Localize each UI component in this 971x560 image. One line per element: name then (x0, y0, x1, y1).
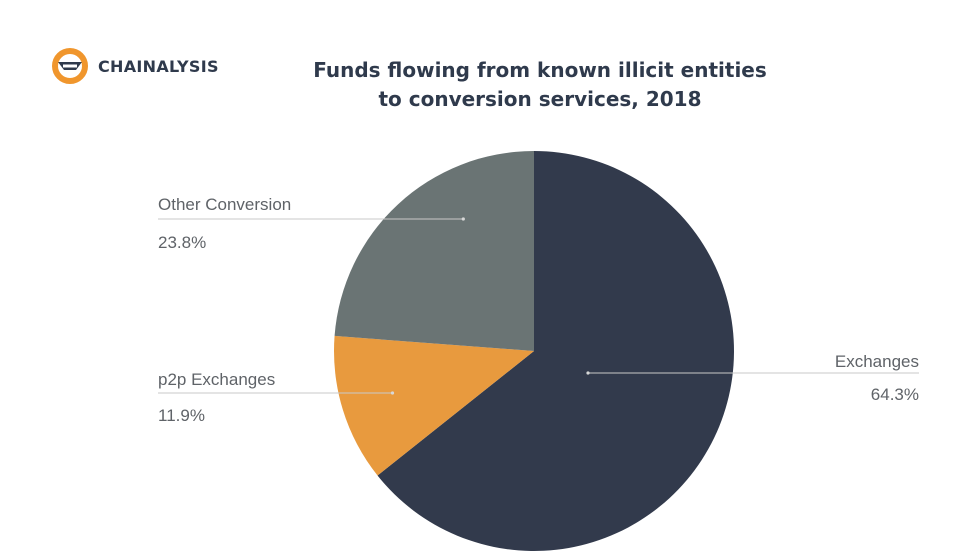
leader-dot (586, 371, 590, 375)
brand-logo: CHAINALYSIS (52, 48, 219, 84)
pie-slices (334, 151, 734, 552)
slice-label: p2p Exchanges (158, 370, 275, 389)
chart-title-line-2: to conversion services, 2018 (378, 87, 702, 111)
pie-slice-p2p-exchanges (334, 335, 534, 476)
pie-slice-exchanges (377, 151, 734, 552)
leader-dot (461, 217, 465, 221)
chart-title-line-1: Funds flowing from known illicit entitie… (313, 58, 767, 82)
slice-labels: Exchanges 64.3% p2p Exchanges 11.9% Other Co… (158, 195, 919, 425)
brand-name: CHAINALYSIS (98, 56, 219, 76)
slice-value-label: 64.3% (871, 385, 919, 404)
leader-lines (158, 217, 919, 395)
chart-title: Funds flowing from known illicit entitie… (250, 56, 830, 114)
chainalysis-logo-icon (52, 48, 88, 84)
pie-slice-other-conversion (334, 151, 534, 351)
slice-label: Other Conversion (158, 195, 291, 214)
leader-dot (390, 391, 395, 395)
slice-value-label: 23.8% (158, 233, 206, 252)
slice-label: Exchanges (835, 352, 919, 371)
slice-value-label: 11.9% (158, 406, 205, 425)
